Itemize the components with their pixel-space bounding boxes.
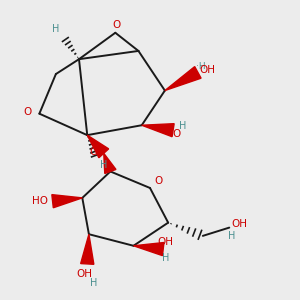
Text: H: H <box>228 231 235 241</box>
Polygon shape <box>52 195 82 208</box>
Text: OH: OH <box>158 238 174 248</box>
Text: H: H <box>90 278 98 288</box>
Text: O: O <box>172 129 181 139</box>
Text: OH: OH <box>76 269 92 279</box>
Polygon shape <box>81 234 94 264</box>
Text: ·H: ·H <box>196 62 205 71</box>
Polygon shape <box>104 153 116 173</box>
Text: H: H <box>179 121 186 131</box>
Polygon shape <box>142 124 174 137</box>
Text: OH: OH <box>231 219 247 229</box>
Text: OH: OH <box>200 65 216 75</box>
Text: O: O <box>90 147 98 157</box>
Text: H: H <box>52 25 60 34</box>
Text: O: O <box>113 20 121 29</box>
Text: H: H <box>100 160 107 170</box>
Text: H: H <box>162 253 169 263</box>
Text: O: O <box>24 107 32 117</box>
Text: HO: HO <box>32 196 48 206</box>
Polygon shape <box>165 67 201 91</box>
Text: O: O <box>154 176 162 186</box>
Polygon shape <box>87 135 109 158</box>
Polygon shape <box>134 242 164 256</box>
